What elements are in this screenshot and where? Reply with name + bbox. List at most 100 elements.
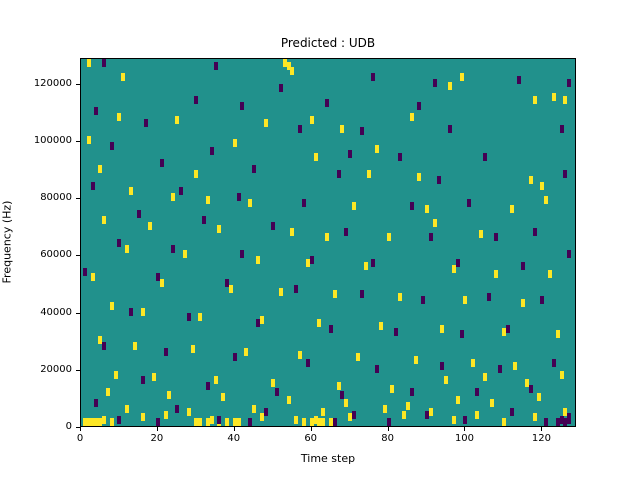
- heatmap-cell-high: [313, 153, 318, 162]
- heatmap-cell-low: [102, 341, 107, 350]
- y-tick-label: 60000: [40, 249, 72, 261]
- heatmap-cell-high: [501, 418, 506, 426]
- heatmap-cell-low: [155, 418, 160, 426]
- heatmap-cell-high: [221, 393, 226, 402]
- y-axis-label: Frequency (Hz): [0, 200, 14, 284]
- heatmap-cell-high: [413, 356, 418, 365]
- heatmap-cell-high: [401, 410, 406, 419]
- heatmap-cell-low: [205, 381, 210, 390]
- heatmap-cell-high: [117, 113, 122, 122]
- heatmap-cell-high: [448, 81, 453, 90]
- heatmap-cell-high: [494, 270, 499, 279]
- heatmap-cell-low: [544, 418, 549, 426]
- heatmap-cell-high: [225, 418, 230, 426]
- x-tick-mark: [80, 427, 81, 431]
- heatmap-cell-high: [163, 410, 168, 419]
- heatmap-cell-high: [540, 181, 545, 190]
- heatmap-cell-low: [563, 170, 568, 179]
- heatmap-cell-high: [132, 341, 137, 350]
- heatmap-cell-low: [175, 404, 180, 413]
- heatmap-cell-high: [102, 216, 107, 225]
- heatmap-cell-low: [136, 210, 141, 219]
- y-tick-label: 120000: [33, 77, 72, 89]
- x-tick-label: 0: [76, 433, 84, 444]
- heatmap-cell-high: [317, 418, 322, 426]
- heatmap-cell-low: [348, 150, 353, 159]
- heatmap-cell-high: [451, 264, 456, 273]
- heatmap-cell-low: [425, 410, 430, 419]
- heatmap-cell-high: [482, 373, 487, 382]
- heatmap-cell-low: [371, 258, 376, 267]
- heatmap-cell-low: [178, 187, 183, 196]
- heatmap-cell-low: [232, 353, 237, 362]
- heatmap-cell-high: [255, 256, 260, 265]
- heatmap-cell-low: [509, 407, 514, 416]
- x-tick-mark: [310, 427, 312, 431]
- heatmap-cell-low: [417, 101, 422, 110]
- heatmap-cell-high: [409, 113, 414, 122]
- heatmap-cell-high: [105, 387, 110, 396]
- heatmap-cell-high: [559, 370, 564, 379]
- heatmap-cell-low: [186, 313, 191, 322]
- heatmap-cell-high: [563, 407, 568, 416]
- heatmap-cell-low: [494, 233, 499, 242]
- heatmap-cell-high: [305, 258, 310, 267]
- heatmap-cell-high: [317, 319, 322, 328]
- heatmap-cell-high: [90, 273, 95, 282]
- heatmap-cell-high: [509, 204, 514, 213]
- heatmap-cell-low: [498, 364, 503, 373]
- heatmap-cell-high: [294, 416, 299, 425]
- heatmap-cell-low: [359, 127, 364, 136]
- chart-title: Predicted : UDB: [280, 36, 376, 50]
- heatmap-cell-low: [386, 418, 391, 426]
- heatmap-cell-high: [205, 196, 210, 205]
- heatmap-cell-high: [194, 418, 199, 426]
- heatmap-cell-low: [225, 278, 230, 287]
- heatmap-cell-low: [240, 101, 245, 110]
- heatmap-cell-high: [86, 135, 91, 144]
- heatmap-cell-high: [236, 418, 241, 426]
- heatmap-cell-high: [390, 384, 395, 393]
- heatmap-cell-high: [259, 413, 264, 422]
- heatmap-cell-high: [232, 138, 237, 147]
- heatmap-cell-low: [82, 267, 87, 276]
- heatmap-cell-high: [309, 418, 314, 426]
- y-tick-label: 20000: [40, 363, 72, 375]
- heatmap-cell-low: [236, 193, 241, 202]
- heatmap-cell-low: [394, 327, 399, 336]
- heatmap-cell-high: [351, 201, 356, 210]
- heatmap-cell-high: [428, 407, 433, 416]
- heatmap-cell-high: [405, 401, 410, 410]
- heatmap-cell-high: [521, 299, 526, 307]
- heatmap-cell-low: [455, 258, 460, 267]
- y-tick-mark: [76, 427, 80, 428]
- heatmap-cell-high: [102, 416, 107, 425]
- heatmap-cell-high: [86, 418, 91, 426]
- heatmap-cell-high: [532, 413, 537, 422]
- heatmap-cell-high: [451, 416, 456, 425]
- heatmap-cell-high: [205, 418, 210, 426]
- heatmap-cell-high: [563, 95, 568, 104]
- x-tick-mark: [541, 427, 543, 431]
- heatmap-cell-high: [475, 410, 480, 419]
- heatmap-cell-low: [428, 233, 433, 242]
- heatmap-cell-high: [555, 330, 560, 339]
- heatmap-cell-low: [359, 290, 364, 299]
- heatmap-cell-low: [298, 124, 303, 133]
- heatmap-cell-low: [463, 416, 468, 425]
- heatmap-cell-high: [490, 399, 495, 408]
- heatmap-cell-low: [202, 216, 207, 225]
- heatmap-cell-high: [186, 407, 191, 416]
- heatmap-cell-high: [125, 244, 130, 253]
- heatmap-cell-low: [559, 124, 564, 133]
- heatmap-cell-low: [332, 418, 337, 426]
- heatmap-cell-low: [505, 324, 510, 333]
- y-tick-mark: [76, 255, 80, 257]
- heatmap-cell-high: [190, 344, 195, 353]
- heatmap-cell-low: [144, 118, 149, 127]
- heatmap-cell-low: [271, 221, 276, 230]
- heatmap-cell-high: [282, 59, 287, 67]
- heatmap-cell-low: [521, 261, 526, 270]
- heatmap-cell-low: [567, 78, 572, 87]
